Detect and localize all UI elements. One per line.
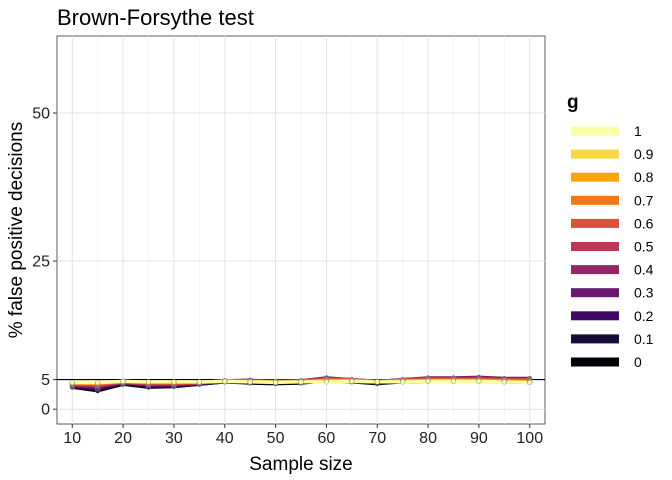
legend-key-0 [571, 357, 619, 367]
legend-label-0.1: 0.1 [634, 331, 654, 347]
y-tick-label: 25 [32, 254, 50, 271]
x-tick-label: 40 [216, 430, 234, 447]
data-point [374, 379, 380, 385]
data-point [95, 380, 101, 386]
x-axis-title: Sample size [249, 454, 353, 475]
data-point [273, 380, 279, 386]
legend-key-0.1 [571, 334, 619, 344]
legend-key-0.7 [571, 195, 619, 205]
data-point [145, 379, 151, 385]
y-axis: 0 5 25 50 [32, 106, 57, 419]
legend-label-0.6: 0.6 [634, 215, 654, 231]
x-tick-label: 50 [267, 430, 285, 447]
data-point [400, 379, 406, 385]
legend-label-0: 0 [634, 354, 642, 370]
legend-label-1: 1 [634, 123, 642, 139]
legend-label-0.9: 0.9 [634, 146, 654, 162]
x-tick-label: 10 [63, 430, 81, 447]
data-point [323, 379, 329, 385]
legend-label-0.2: 0.2 [634, 308, 654, 324]
data-point [171, 379, 177, 385]
data-point [349, 378, 355, 384]
data-point [247, 379, 253, 385]
data-point [298, 379, 304, 385]
y-axis-title: % false positive decisions [6, 122, 27, 339]
legend-label-0.5: 0.5 [634, 239, 654, 255]
legend-key-0.2 [571, 311, 619, 321]
data-point [120, 378, 126, 384]
data-point [425, 378, 431, 384]
y-tick-label: 5 [41, 372, 50, 389]
x-tick-label: 60 [318, 430, 336, 447]
chart-title: Brown-Forsythe test [57, 5, 254, 30]
data-point [222, 378, 228, 384]
legend-key-0.9 [571, 149, 619, 159]
legend-label-0.3: 0.3 [634, 285, 654, 301]
y-tick-label: 50 [32, 106, 50, 123]
data-point [451, 378, 457, 384]
legend: 1 0.9 0.8 0.7 0.6 0.5 0.4 0.3 0.2 0.1 0 [571, 123, 654, 370]
data-point [501, 379, 507, 385]
data-point [527, 380, 533, 386]
legend-key-0.4 [571, 265, 619, 275]
legend-label-0.4: 0.4 [634, 262, 654, 278]
legend-label-0.7: 0.7 [634, 192, 654, 208]
y-tick-label: 0 [41, 402, 50, 419]
x-axis: 10 20 30 40 50 60 70 80 90 100 [63, 424, 543, 447]
x-tick-label: 30 [165, 430, 183, 447]
legend-key-0.5 [571, 242, 619, 251]
x-tick-label: 70 [368, 430, 386, 447]
legend-key-0.3 [571, 288, 619, 298]
legend-key-0.6 [571, 218, 619, 228]
data-point [69, 380, 75, 386]
data-point [196, 379, 202, 385]
x-tick-label: 20 [114, 430, 132, 447]
legend-title: g [567, 92, 579, 113]
legend-key-1 [571, 126, 619, 136]
x-tick-label: 90 [470, 430, 488, 447]
legend-key-0.8 [571, 172, 619, 182]
legend-label-0.8: 0.8 [634, 169, 654, 185]
x-tick-label: 80 [419, 430, 437, 447]
x-tick-label: 100 [516, 430, 543, 447]
series-points [69, 374, 533, 394]
data-point [476, 378, 482, 384]
